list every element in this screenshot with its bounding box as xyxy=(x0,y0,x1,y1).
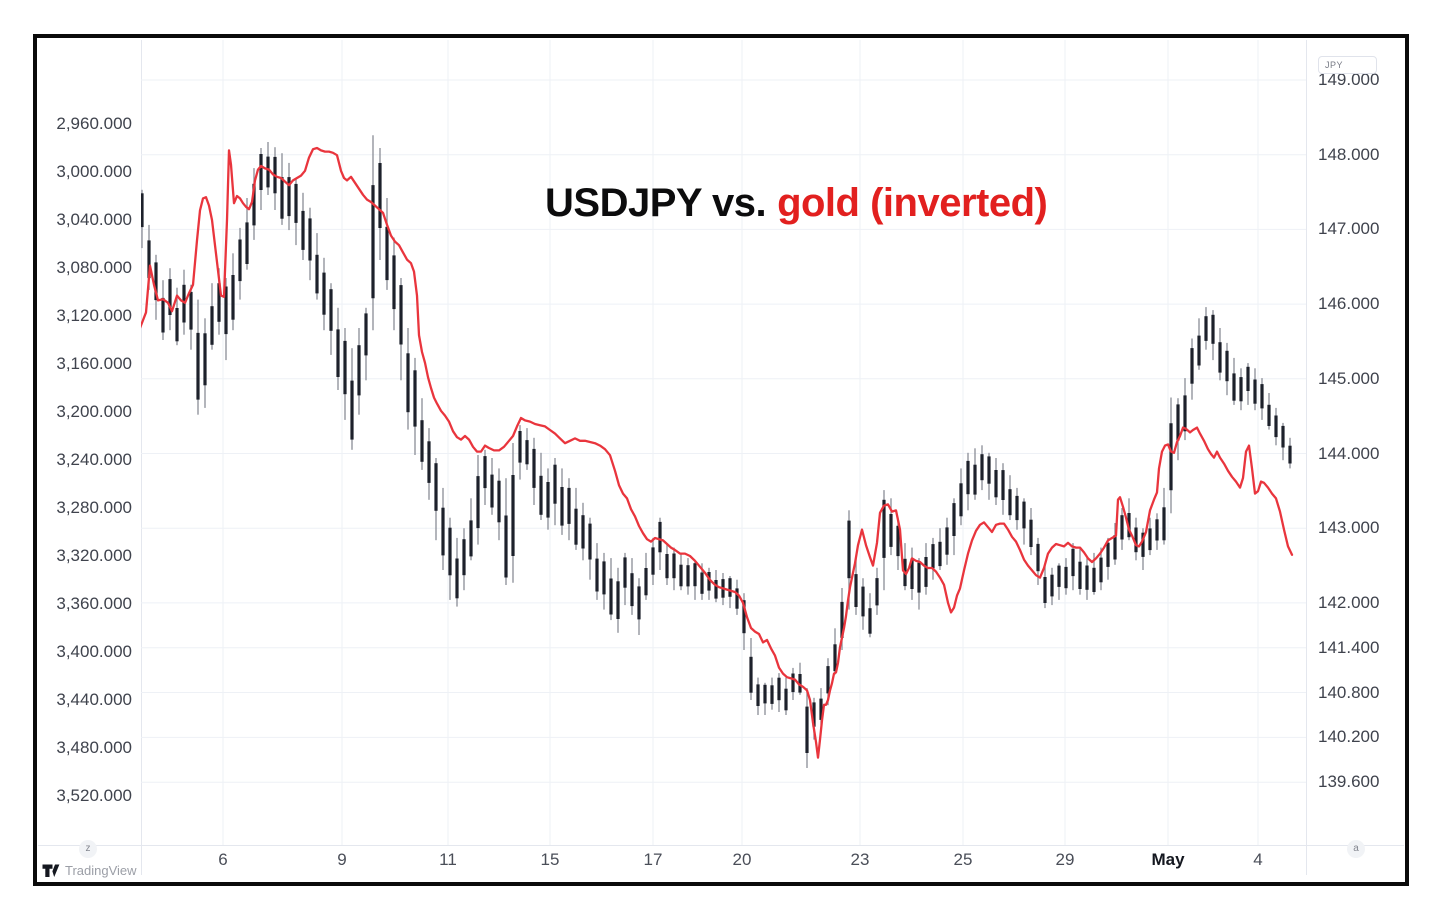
right-price-tick-label: 141.400 xyxy=(1318,638,1380,657)
time-tick-label: 17 xyxy=(643,850,663,869)
jpy-axis-button[interactable]: JPY xyxy=(1318,56,1377,74)
left-price-tick-label: 3,040.000 xyxy=(56,210,132,229)
left-price-tick-label: 3,320.000 xyxy=(56,546,132,565)
time-tick-label: 25 xyxy=(953,850,973,869)
right-price-tick-label: 147.000 xyxy=(1318,219,1380,238)
left-price-tick-label: 2,960.000 xyxy=(56,114,132,133)
left-price-tick-label: 3,160.000 xyxy=(56,354,132,373)
right-price-tick-label: 146.000 xyxy=(1318,294,1380,313)
left-price-tick-label: 3,240.000 xyxy=(56,450,132,469)
time-tick-label: 9 xyxy=(337,850,347,869)
tradingview-logo-text: TradingView xyxy=(65,863,137,878)
left-axis-separator xyxy=(141,40,142,875)
left-price-tick-label: 3,440.000 xyxy=(56,690,132,709)
right-price-tick-label: 143.000 xyxy=(1318,518,1380,537)
right-price-tick-label: 144.000 xyxy=(1318,444,1380,463)
time-tick-label: 15 xyxy=(540,850,560,869)
time-tick-label: 4 xyxy=(1253,850,1263,869)
left-price-tick-label: 3,080.000 xyxy=(56,258,132,277)
time-tick-label: 29 xyxy=(1055,850,1075,869)
auto-scale-button[interactable]: a xyxy=(1347,840,1365,858)
right-price-tick-label: 139.600 xyxy=(1318,772,1380,791)
left-price-tick-label: 3,000.000 xyxy=(56,162,132,181)
time-tick-label: May xyxy=(1151,850,1185,869)
time-axis-separator xyxy=(38,845,1404,846)
right-price-tick-label: 149.000 xyxy=(1318,70,1380,89)
left-price-tick-label: 3,280.000 xyxy=(56,498,132,517)
tradingview-mark-icon xyxy=(42,864,60,877)
right-price-tick-label: 142.000 xyxy=(1318,593,1380,612)
time-tick-label: 6 xyxy=(218,850,228,869)
chart-title-gold: gold (inverted) xyxy=(777,181,1048,225)
time-tick-label: 11 xyxy=(439,850,457,869)
left-price-tick-label: 3,400.000 xyxy=(56,642,132,661)
right-price-tick-label: 140.200 xyxy=(1318,727,1380,746)
tradingview-logo[interactable]: TradingView xyxy=(42,863,137,878)
right-axis-separator xyxy=(1306,40,1307,875)
time-tick-label: 23 xyxy=(850,850,870,869)
chart-title-usdjpy: USDJPY vs. xyxy=(545,181,767,225)
timezone-button[interactable]: z xyxy=(79,840,97,858)
right-price-tick-label: 148.000 xyxy=(1318,145,1380,164)
left-price-tick-label: 3,480.000 xyxy=(56,738,132,757)
left-price-tick-label: 3,120.000 xyxy=(56,306,132,325)
chart-title: USDJPY vs. gold (inverted) xyxy=(545,181,1048,226)
right-price-tick-label: 145.000 xyxy=(1318,369,1380,388)
left-price-tick-label: 3,360.000 xyxy=(56,594,132,613)
left-price-tick-label: 3,520.000 xyxy=(56,786,132,805)
time-tick-label: 20 xyxy=(732,850,752,869)
left-price-tick-label: 3,200.000 xyxy=(56,402,132,421)
right-price-tick-label: 140.800 xyxy=(1318,683,1380,702)
